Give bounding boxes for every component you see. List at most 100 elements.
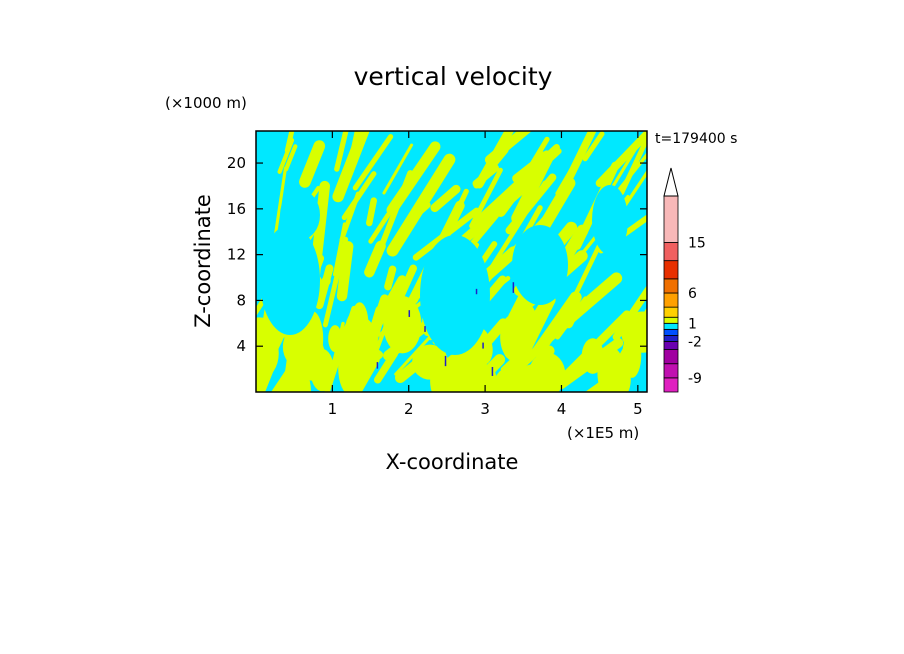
y-tick-label: 20	[227, 154, 246, 172]
colorbar-box	[663, 316, 679, 324]
updraft-blob	[430, 362, 449, 392]
colorbar-box	[663, 341, 679, 350]
updraft-streak	[404, 201, 431, 226]
updraft-blob	[256, 327, 279, 379]
strong-downdraft-speck	[376, 362, 379, 369]
updraft-streak	[376, 170, 414, 255]
updraft-streak	[539, 148, 562, 169]
updraft-streak	[341, 171, 377, 221]
colorbar-box	[663, 242, 679, 262]
updraft-streak	[334, 131, 354, 172]
colorbar-box	[663, 363, 679, 379]
x-axis: 1 2 3 4 5	[328, 131, 643, 418]
x-unit-label: (×1E5 m)	[567, 424, 639, 442]
colorbar-tick-label: 1	[688, 316, 697, 332]
updraft-streak	[488, 180, 547, 272]
updraft-streak	[322, 236, 349, 328]
y-axis-label: Z-coordinate	[191, 194, 215, 328]
downdraft-patch	[592, 185, 628, 255]
updraft-streak	[458, 170, 543, 246]
updraft-streak	[484, 131, 542, 165]
colorbar-box	[663, 278, 679, 294]
y-axis: 4 8 12 16 20	[227, 154, 647, 355]
colorbar-box	[663, 292, 679, 308]
updraft-streak	[511, 153, 553, 225]
colorbar-box	[663, 377, 679, 393]
colorbar-tick-label: -9	[688, 371, 702, 387]
colorbar-tick-label: 15	[688, 235, 706, 251]
updraft-streak	[364, 240, 386, 278]
updraft-streak	[284, 131, 297, 154]
downdraft-patch	[280, 190, 320, 240]
y-tick-label: 16	[227, 200, 246, 218]
downdraft-patch	[260, 225, 320, 335]
colorbar-tick-label: 6	[688, 286, 697, 302]
x-tick-label: 3	[480, 400, 490, 418]
updraft-streak	[366, 197, 377, 227]
updraft-streak	[332, 222, 347, 277]
strong-downdraft-speck	[482, 342, 484, 349]
colorbar-box	[663, 349, 679, 365]
updraft-blob	[597, 347, 625, 392]
colorbar-tick-label: -2	[688, 334, 702, 350]
updraft-streak	[582, 131, 605, 162]
colorbar: -9 -2 1 6 15	[663, 167, 706, 393]
updraft-streak	[272, 166, 288, 247]
colorbar-box	[663, 322, 679, 330]
updraft-blob	[328, 325, 342, 353]
updraft-blob	[516, 363, 553, 392]
y-tick-label: 4	[236, 337, 246, 355]
downdraft-patch	[420, 235, 490, 355]
updraft-streak	[277, 138, 295, 174]
updraft-streak	[368, 212, 391, 244]
strong-downdraft-speck	[512, 282, 515, 293]
field-layer	[256, 131, 647, 392]
updraft-blob	[622, 332, 642, 378]
strong-downdraft-speck	[424, 326, 426, 332]
y-tick-label: 8	[236, 291, 246, 309]
x-axis-label: X-coordinate	[386, 450, 519, 474]
colorbar-box	[663, 328, 679, 336]
updraft-blob	[512, 302, 538, 347]
updraft-streak	[283, 144, 298, 172]
updraft-blob	[282, 367, 311, 392]
updraft-streak	[532, 291, 582, 358]
colorbar-box	[663, 195, 679, 243]
updraft-streak	[299, 140, 326, 188]
x-tick-label: 5	[633, 400, 643, 418]
updraft-streak	[315, 264, 334, 310]
strong-downdraft-speck	[408, 310, 411, 317]
x-tick-label: 4	[557, 400, 567, 418]
plot-area	[255, 130, 648, 393]
updraft-streak	[332, 131, 374, 203]
x-tick-label: 2	[404, 400, 414, 418]
downdraft-patch	[512, 225, 568, 305]
colorbar-box	[663, 306, 679, 318]
strong-downdraft-speck	[475, 288, 478, 295]
strong-downdraft-speck	[491, 366, 494, 376]
updraft-streak	[560, 131, 606, 192]
time-label: t=179400 s	[655, 131, 737, 147]
colorbar-box	[663, 335, 679, 342]
colorbar-extend-arrow	[663, 167, 679, 197]
updraft-streak	[537, 177, 576, 234]
updraft-streak	[336, 241, 354, 302]
updraft-streak	[382, 143, 414, 195]
x-tick-label: 1	[328, 400, 338, 418]
y-unit-label: (×1000 m)	[165, 94, 247, 112]
updraft-streak	[564, 301, 582, 329]
updraft-blob	[383, 295, 422, 354]
updraft-streak	[352, 134, 394, 191]
y-tick-label: 12	[227, 246, 246, 264]
updraft-streak	[384, 265, 397, 291]
updraft-blob	[310, 348, 334, 392]
updraft-blob	[503, 335, 517, 359]
updraft-streak	[469, 167, 503, 229]
updraft-blob	[339, 316, 379, 374]
updraft-streak	[386, 153, 456, 257]
updraft-streak	[619, 131, 647, 196]
updraft-streak	[473, 144, 560, 225]
colorbar-box	[663, 260, 679, 280]
strong-downdraft-speck	[444, 355, 447, 367]
